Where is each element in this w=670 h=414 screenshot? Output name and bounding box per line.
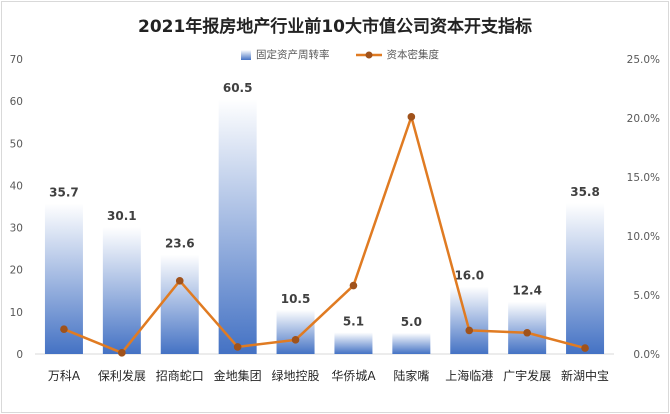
y-left-tick-label: 20	[10, 265, 23, 277]
y-left-tick-label: 40	[10, 180, 23, 192]
bar-data-label: 30.1	[107, 209, 137, 223]
legend-label-bar: 固定资产周转率	[256, 49, 330, 61]
x-tick-label: 上海临港	[445, 368, 493, 383]
legend-swatch-bar	[241, 49, 251, 60]
x-tick-label: 广宇发展	[503, 368, 551, 383]
bar-data-label: 35.8	[570, 185, 600, 199]
bar-data-label: 35.7	[49, 186, 79, 200]
y-right-tick-label: 10.0%	[627, 231, 660, 243]
line-point	[175, 277, 184, 285]
y-left-tick-label: 30	[10, 223, 23, 235]
y-left-tick-label: 60	[10, 96, 23, 108]
x-tick-label: 金地集团	[214, 368, 262, 383]
legend: 固定资产周转率 资本密集度	[200, 47, 480, 62]
y-right-tick-label: 5.0%	[633, 290, 660, 302]
line-point	[407, 113, 416, 121]
x-tick-label: 华侨城A	[331, 369, 376, 383]
x-tick-label: 保利发展	[98, 368, 146, 383]
y-right-tick-label: 0.0%	[633, 349, 660, 361]
bar	[450, 286, 489, 354]
bar	[218, 99, 257, 355]
legend-label-line: 资本密集度	[386, 49, 440, 61]
line-point	[233, 343, 242, 351]
line-point	[349, 281, 358, 290]
legend-item-line: 资本密集度	[355, 47, 440, 62]
bar	[160, 254, 199, 354]
line-point	[523, 328, 531, 337]
x-tick-label: 绿地控股	[272, 368, 320, 383]
bar-data-label: 60.5	[223, 81, 253, 95]
legend-swatch-line	[355, 51, 382, 58]
x-tick-label: 陆家嘴	[393, 368, 429, 383]
y-left-tick-label: 0	[16, 349, 23, 361]
bar	[276, 309, 315, 354]
bar	[102, 227, 141, 354]
bar	[392, 332, 431, 354]
bar-data-label: 5.0	[401, 315, 422, 329]
y-right-tick-label: 15.0%	[627, 172, 660, 184]
y-left-tick-label: 70	[10, 54, 23, 66]
x-tick-label: 万科A	[48, 369, 81, 383]
bar-data-label: 16.0	[454, 269, 484, 283]
bar-data-label: 5.1	[343, 315, 364, 329]
chart-title: 2021年报房地产行业前10大市值公司资本开支指标	[138, 17, 532, 37]
legend-item-bar: 固定资产周转率	[241, 47, 330, 62]
y-left-tick-label: 50	[10, 138, 23, 150]
y-left-tick-label: 10	[10, 307, 23, 319]
bar	[334, 332, 373, 354]
line-point	[465, 326, 474, 335]
y-right-tick-label: 20.0%	[627, 113, 660, 125]
bar-data-label: 12.4	[512, 284, 542, 298]
x-tick-label: 招商蛇口	[156, 368, 204, 383]
line-point	[291, 336, 300, 344]
line-series	[63, 115, 586, 355]
bar	[566, 203, 605, 354]
bar-data-label: 23.6	[165, 237, 195, 251]
bar-data-label: 10.5	[281, 292, 311, 306]
line-point	[118, 349, 126, 357]
x-tick-label: 新湖中宝	[561, 368, 609, 383]
y-right-tick-label: 25.0%	[627, 54, 660, 66]
bar	[508, 301, 547, 354]
line-point	[60, 325, 68, 334]
line-point	[581, 344, 589, 352]
